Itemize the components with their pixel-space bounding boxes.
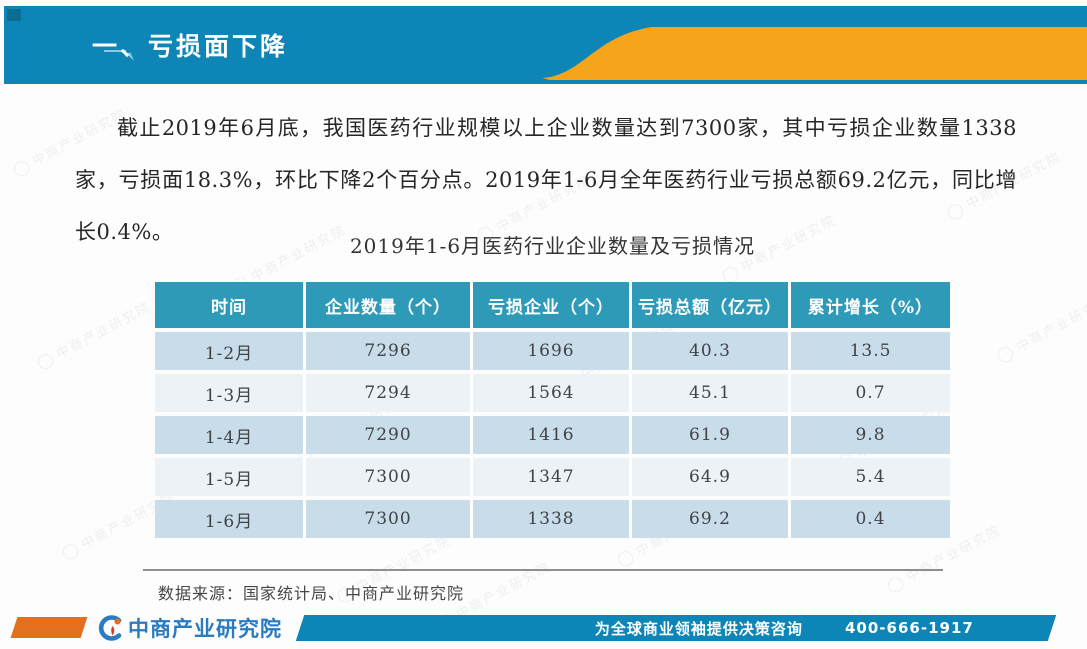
header-bar: 一、亏损面下降 (4, 6, 1087, 84)
table-title: 2019年1-6月医药行业企业数量及亏损情况 (349, 234, 756, 258)
header-accent-swoosh (542, 27, 1087, 80)
divider-line (143, 569, 943, 571)
table-cell: 0.7 (790, 374, 950, 412)
table-row: 1-4月 7290 1416 61.9 9.8 (155, 416, 950, 454)
table-cell: 61.9 (631, 416, 791, 454)
table-header-row: 时间 企业数量（个） 亏损企业（个） 亏损总额（亿元） 累计增长（%） (155, 282, 950, 328)
table-row: 1-2月 7296 1696 40.3 13.5 (155, 332, 950, 370)
watermark-logo-icon: ◯ (993, 340, 1019, 366)
watermark-logo-icon: ◯ (883, 570, 909, 596)
corner-mark (7, 9, 21, 21)
table-cell: 1-5月 (155, 458, 307, 496)
company-logo: 中商产业研究院 (98, 613, 282, 643)
table-cell: 9.8 (790, 416, 950, 454)
table-cell: 40.3 (631, 332, 791, 370)
table-cell: 7290 (306, 416, 473, 454)
column-header-4: 累计增长（%） (790, 282, 950, 328)
table-cell: 0.4 (790, 500, 950, 538)
table-cell: 1-2月 (155, 332, 307, 370)
column-header-1: 企业数量（个） (306, 282, 473, 328)
table-cell: 7300 (306, 458, 473, 496)
table-cell: 69.2 (631, 500, 791, 538)
footer-tagline: 为全球商业领袖提供决策咨询 (595, 619, 804, 638)
table-cell: 5.4 (790, 458, 950, 496)
data-source-note: 数据来源：国家统计局、中商产业研究院 (158, 584, 465, 603)
company-logo-icon (98, 615, 122, 641)
body-paragraph: 截止2019年6月底，我国医药行业规模以上企业数量达到7300家，其中亏损企业数… (75, 116, 1017, 244)
column-header-3: 亏损总额（亿元） (631, 282, 791, 328)
table-cell: 1564 (472, 374, 632, 412)
table-row: 1-6月 7300 1338 69.2 0.4 (155, 500, 950, 538)
watermark-text: ◯中商产业研究院 (33, 299, 154, 373)
watermark-logo-icon: ◯ (33, 347, 59, 373)
data-table: 时间 企业数量（个） 亏损企业（个） 亏损总额（亿元） 累计增长（%） 1-2月 7296… (155, 278, 950, 542)
table-cell: 64.9 (631, 458, 791, 496)
table-head: 时间 企业数量（个） 亏损企业（个） 亏损总额（亿元） 累计增长（%） (155, 282, 950, 328)
table-cell: 7296 (306, 332, 473, 370)
page-title: 一、亏损面下降 (92, 32, 289, 61)
table-cell: 1338 (472, 500, 632, 538)
footer-phone: 400-666-1917 (845, 619, 974, 637)
footer-bar: 中商产业研究院 为全球商业领袖提供决策咨询 400-666-1917 (0, 611, 1087, 647)
table-cell: 1347 (472, 458, 632, 496)
table-cell: 7300 (306, 500, 473, 538)
table-cell: 1696 (472, 332, 632, 370)
footer-accent-shape (10, 617, 88, 638)
table-body: 1-2月 7296 1696 40.3 13.5 1-3月 7294 1564 45.1 0.7 1… (155, 332, 950, 538)
table-cell: 1-6月 (155, 500, 307, 538)
column-header-2: 亏损企业（个） (472, 282, 632, 328)
table-row: 1-3月 7294 1564 45.1 0.7 (155, 374, 950, 412)
table-row: 1-5月 7300 1347 64.9 5.4 (155, 458, 950, 496)
cursor-artifact-icon (104, 50, 134, 61)
table-cell: 13.5 (790, 332, 950, 370)
company-logo-text: 中商产业研究院 (128, 617, 282, 641)
watermark-logo-icon: ◯ (58, 537, 84, 563)
table-cell: 45.1 (631, 374, 791, 412)
table-cell: 1416 (472, 416, 632, 454)
table-cell: 1-3月 (155, 374, 307, 412)
watermark-logo-icon: ◯ (613, 544, 639, 570)
table-cell: 7294 (306, 374, 473, 412)
footer-tagline-bar: 为全球商业领袖提供决策咨询 400-666-1917 (295, 615, 1057, 641)
column-header-0: 时间 (155, 282, 307, 328)
table-cell: 1-4月 (155, 416, 307, 454)
watermark-text: ◯中商产业研究院 (993, 292, 1087, 366)
watermark-logo-icon: ◯ (9, 154, 35, 180)
